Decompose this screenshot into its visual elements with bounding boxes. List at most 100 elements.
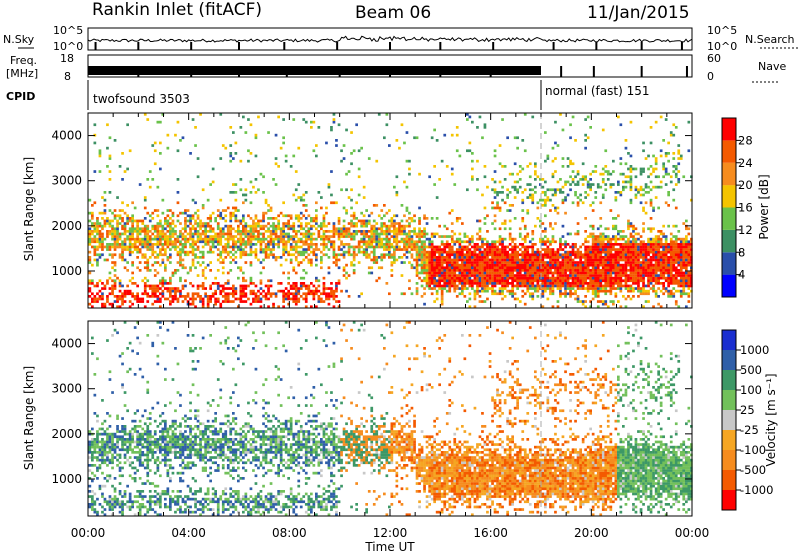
power-cell-1566 xyxy=(292,235,295,238)
power-cell-4100 xyxy=(599,285,602,288)
power-cell-3030 xyxy=(494,290,497,293)
power-cell-83 xyxy=(99,279,102,282)
power-cell-565 xyxy=(159,142,162,145)
power-cell-1817 xyxy=(325,230,328,233)
power-cell-738 xyxy=(182,227,185,230)
power-cell-73 xyxy=(96,233,99,236)
power-cell-3869 xyxy=(577,261,580,264)
power-cell-1322 xyxy=(260,300,263,303)
power-cell-1884 xyxy=(335,259,338,262)
power-cell-3543 xyxy=(544,256,547,259)
power-cell-3378 xyxy=(526,196,529,199)
power-cell-4819 xyxy=(665,253,668,256)
power-cell-2020 xyxy=(358,240,361,243)
power-cell-840 xyxy=(197,261,200,264)
power-cell-2014 xyxy=(358,295,361,298)
power-cell-241 xyxy=(119,285,122,288)
power-cell-535 xyxy=(157,230,160,233)
power-cell-2560 xyxy=(441,290,444,293)
power-cell-2577 xyxy=(441,240,444,243)
power-cell-4399 xyxy=(627,279,630,282)
power-cell-1693 xyxy=(308,235,311,238)
power-cell-1278 xyxy=(252,227,255,230)
power-cell-890 xyxy=(202,230,205,233)
power-cell-4590 xyxy=(642,188,645,191)
power-cell-4632 xyxy=(647,253,650,256)
power-cell-296 xyxy=(124,170,127,173)
power-cell-4467 xyxy=(632,269,635,272)
power-cell-3055 xyxy=(494,188,497,191)
power-cell-3203 xyxy=(509,227,512,230)
power-cell-1056 xyxy=(227,287,230,290)
power-cell-574 xyxy=(162,261,165,264)
power-cell-2156 xyxy=(383,248,386,251)
power-cell-2101 xyxy=(373,248,376,251)
power-cell-3163 xyxy=(504,165,507,168)
power-cell-4513 xyxy=(637,290,640,293)
power-cell-1109 xyxy=(232,235,235,238)
power-cell-3973 xyxy=(587,240,590,243)
power-cell-1939 xyxy=(343,144,346,147)
power-cell-330 xyxy=(129,220,132,223)
power-cell-1193 xyxy=(242,240,245,243)
power-cell-2460 xyxy=(428,256,431,259)
power-cell-164 xyxy=(109,225,112,228)
power-cell-846 xyxy=(197,235,200,238)
power-cell-2528 xyxy=(436,251,439,254)
power-cell-150 xyxy=(106,165,109,168)
power-cell-1929 xyxy=(343,246,346,249)
power-cell-1041 xyxy=(224,251,227,254)
power-cell-3601 xyxy=(549,248,552,251)
power-cell-2264 xyxy=(401,230,404,233)
power-cell-4153 xyxy=(602,168,605,171)
power-cell-445 xyxy=(146,266,149,269)
power-cell-1187 xyxy=(242,277,245,280)
power-cell-2700 xyxy=(456,240,459,243)
power-cell-4926 xyxy=(675,266,678,269)
power-cell-4103 xyxy=(599,277,602,280)
power-cell-10 xyxy=(89,251,92,254)
power-cell-1557 xyxy=(292,285,295,288)
power-cell-814 xyxy=(192,214,195,217)
power-cell-3068 xyxy=(496,264,499,267)
power-cell-1002 xyxy=(219,243,222,246)
power-cell-4551 xyxy=(640,246,643,249)
power-cell-1127 xyxy=(235,240,238,243)
power-cell-661 xyxy=(172,235,175,238)
power-cell-3557 xyxy=(544,191,547,194)
power-cell-2308 xyxy=(408,238,411,241)
power-cell-1360 xyxy=(265,295,268,298)
power-cell-979 xyxy=(217,269,220,272)
power-cell-1985 xyxy=(350,131,353,134)
power-cell-1479 xyxy=(282,290,285,293)
power-cell-3202 xyxy=(509,233,512,236)
power-cell-1292 xyxy=(255,243,258,246)
power-cell-3714 xyxy=(562,277,565,280)
power-cell-3751 xyxy=(564,253,567,256)
power-cell-765 xyxy=(187,272,190,275)
power-cell-1749 xyxy=(315,227,318,230)
power-cell-3061 xyxy=(496,282,499,285)
power-cell-2075 xyxy=(368,238,371,241)
power-cell-1642 xyxy=(302,277,305,280)
power-cell-1840 xyxy=(330,290,333,293)
power-cell-1055 xyxy=(227,292,230,295)
power-cell-3380 xyxy=(526,165,529,168)
power-cell-2220 xyxy=(393,238,396,241)
power-cell-1659 xyxy=(305,300,308,303)
power-cell-4151 xyxy=(602,178,605,181)
power-cell-2562 xyxy=(441,285,444,288)
power-cell-4839 xyxy=(667,282,670,285)
power-cell-2404 xyxy=(421,230,424,233)
power-cell-1808 xyxy=(325,298,328,301)
power-cell-3655 xyxy=(554,194,557,197)
power-cell-4458 xyxy=(630,121,633,124)
power-cell-3649 xyxy=(554,253,557,256)
power-cell-2100 xyxy=(373,251,376,254)
power-cell-4195 xyxy=(607,264,610,267)
power-cell-4175 xyxy=(604,246,607,249)
power-cell-1718 xyxy=(310,121,313,124)
power-cell-866 xyxy=(199,233,202,236)
power-cell-1996 xyxy=(353,235,356,238)
power-cell-3766 xyxy=(567,277,570,280)
